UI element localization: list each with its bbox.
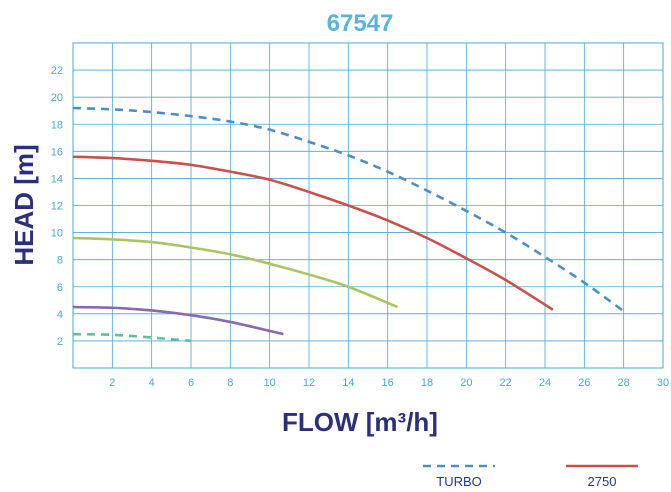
series-line-turbo <box>72 106 625 313</box>
y-tick-label: 22 <box>51 65 63 77</box>
x-tick-label: 14 <box>342 377 354 389</box>
x-tick-label: 28 <box>618 377 630 389</box>
x-tick-label: 16 <box>382 377 394 389</box>
y-tick-label: 18 <box>51 119 63 131</box>
x-tick-labels: 2 4 6 8 10 12 14 16 18 20 22 24 26 28 30 <box>109 377 669 389</box>
x-tick-label: 2 <box>109 377 115 389</box>
y-tick-label: 4 <box>57 309 63 321</box>
y-tick-label: 20 <box>51 92 63 104</box>
chart-title: 67547 <box>327 10 394 37</box>
y-tick-labels: 2 4 6 8 10 12 14 16 18 20 22 <box>51 65 63 348</box>
x-tick-label: 4 <box>149 377 155 389</box>
x-tick-label: 26 <box>578 377 590 389</box>
x-tick-label: 30 <box>657 377 669 389</box>
series-lines <box>72 106 625 343</box>
y-tick-label: 14 <box>51 173 63 185</box>
x-tick-label: 12 <box>303 377 315 389</box>
legend-label-turbo: TURBO <box>436 474 482 489</box>
x-tick-label: 24 <box>539 377 551 389</box>
series-line-curve-4 <box>72 305 284 336</box>
y-tick-label: 6 <box>57 282 63 294</box>
x-axis-title: FLOW [m³/h] <box>282 407 438 437</box>
grid <box>73 43 663 368</box>
x-tick-label: 20 <box>460 377 472 389</box>
legend-label-2750: 2750 <box>588 474 617 489</box>
x-tick-label: 22 <box>500 377 512 389</box>
y-tick-label: 2 <box>57 336 63 348</box>
y-tick-label: 8 <box>57 255 63 267</box>
y-tick-label: 10 <box>51 228 63 240</box>
series-line-curve-5 <box>72 332 192 343</box>
x-tick-label: 8 <box>227 377 233 389</box>
series-line-curve-3 <box>72 236 398 309</box>
y-tick-label: 16 <box>51 146 63 158</box>
y-axis-title: HEAD [m] <box>9 144 39 265</box>
legend: TURBO 2750 <box>423 464 638 489</box>
x-tick-label: 10 <box>264 377 276 389</box>
y-tick-label: 12 <box>51 201 63 213</box>
series-line-2750 <box>72 155 554 311</box>
x-tick-label: 6 <box>188 377 194 389</box>
x-tick-label: 18 <box>421 377 433 389</box>
